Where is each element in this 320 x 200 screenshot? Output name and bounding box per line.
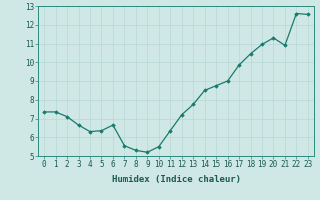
- X-axis label: Humidex (Indice chaleur): Humidex (Indice chaleur): [111, 175, 241, 184]
